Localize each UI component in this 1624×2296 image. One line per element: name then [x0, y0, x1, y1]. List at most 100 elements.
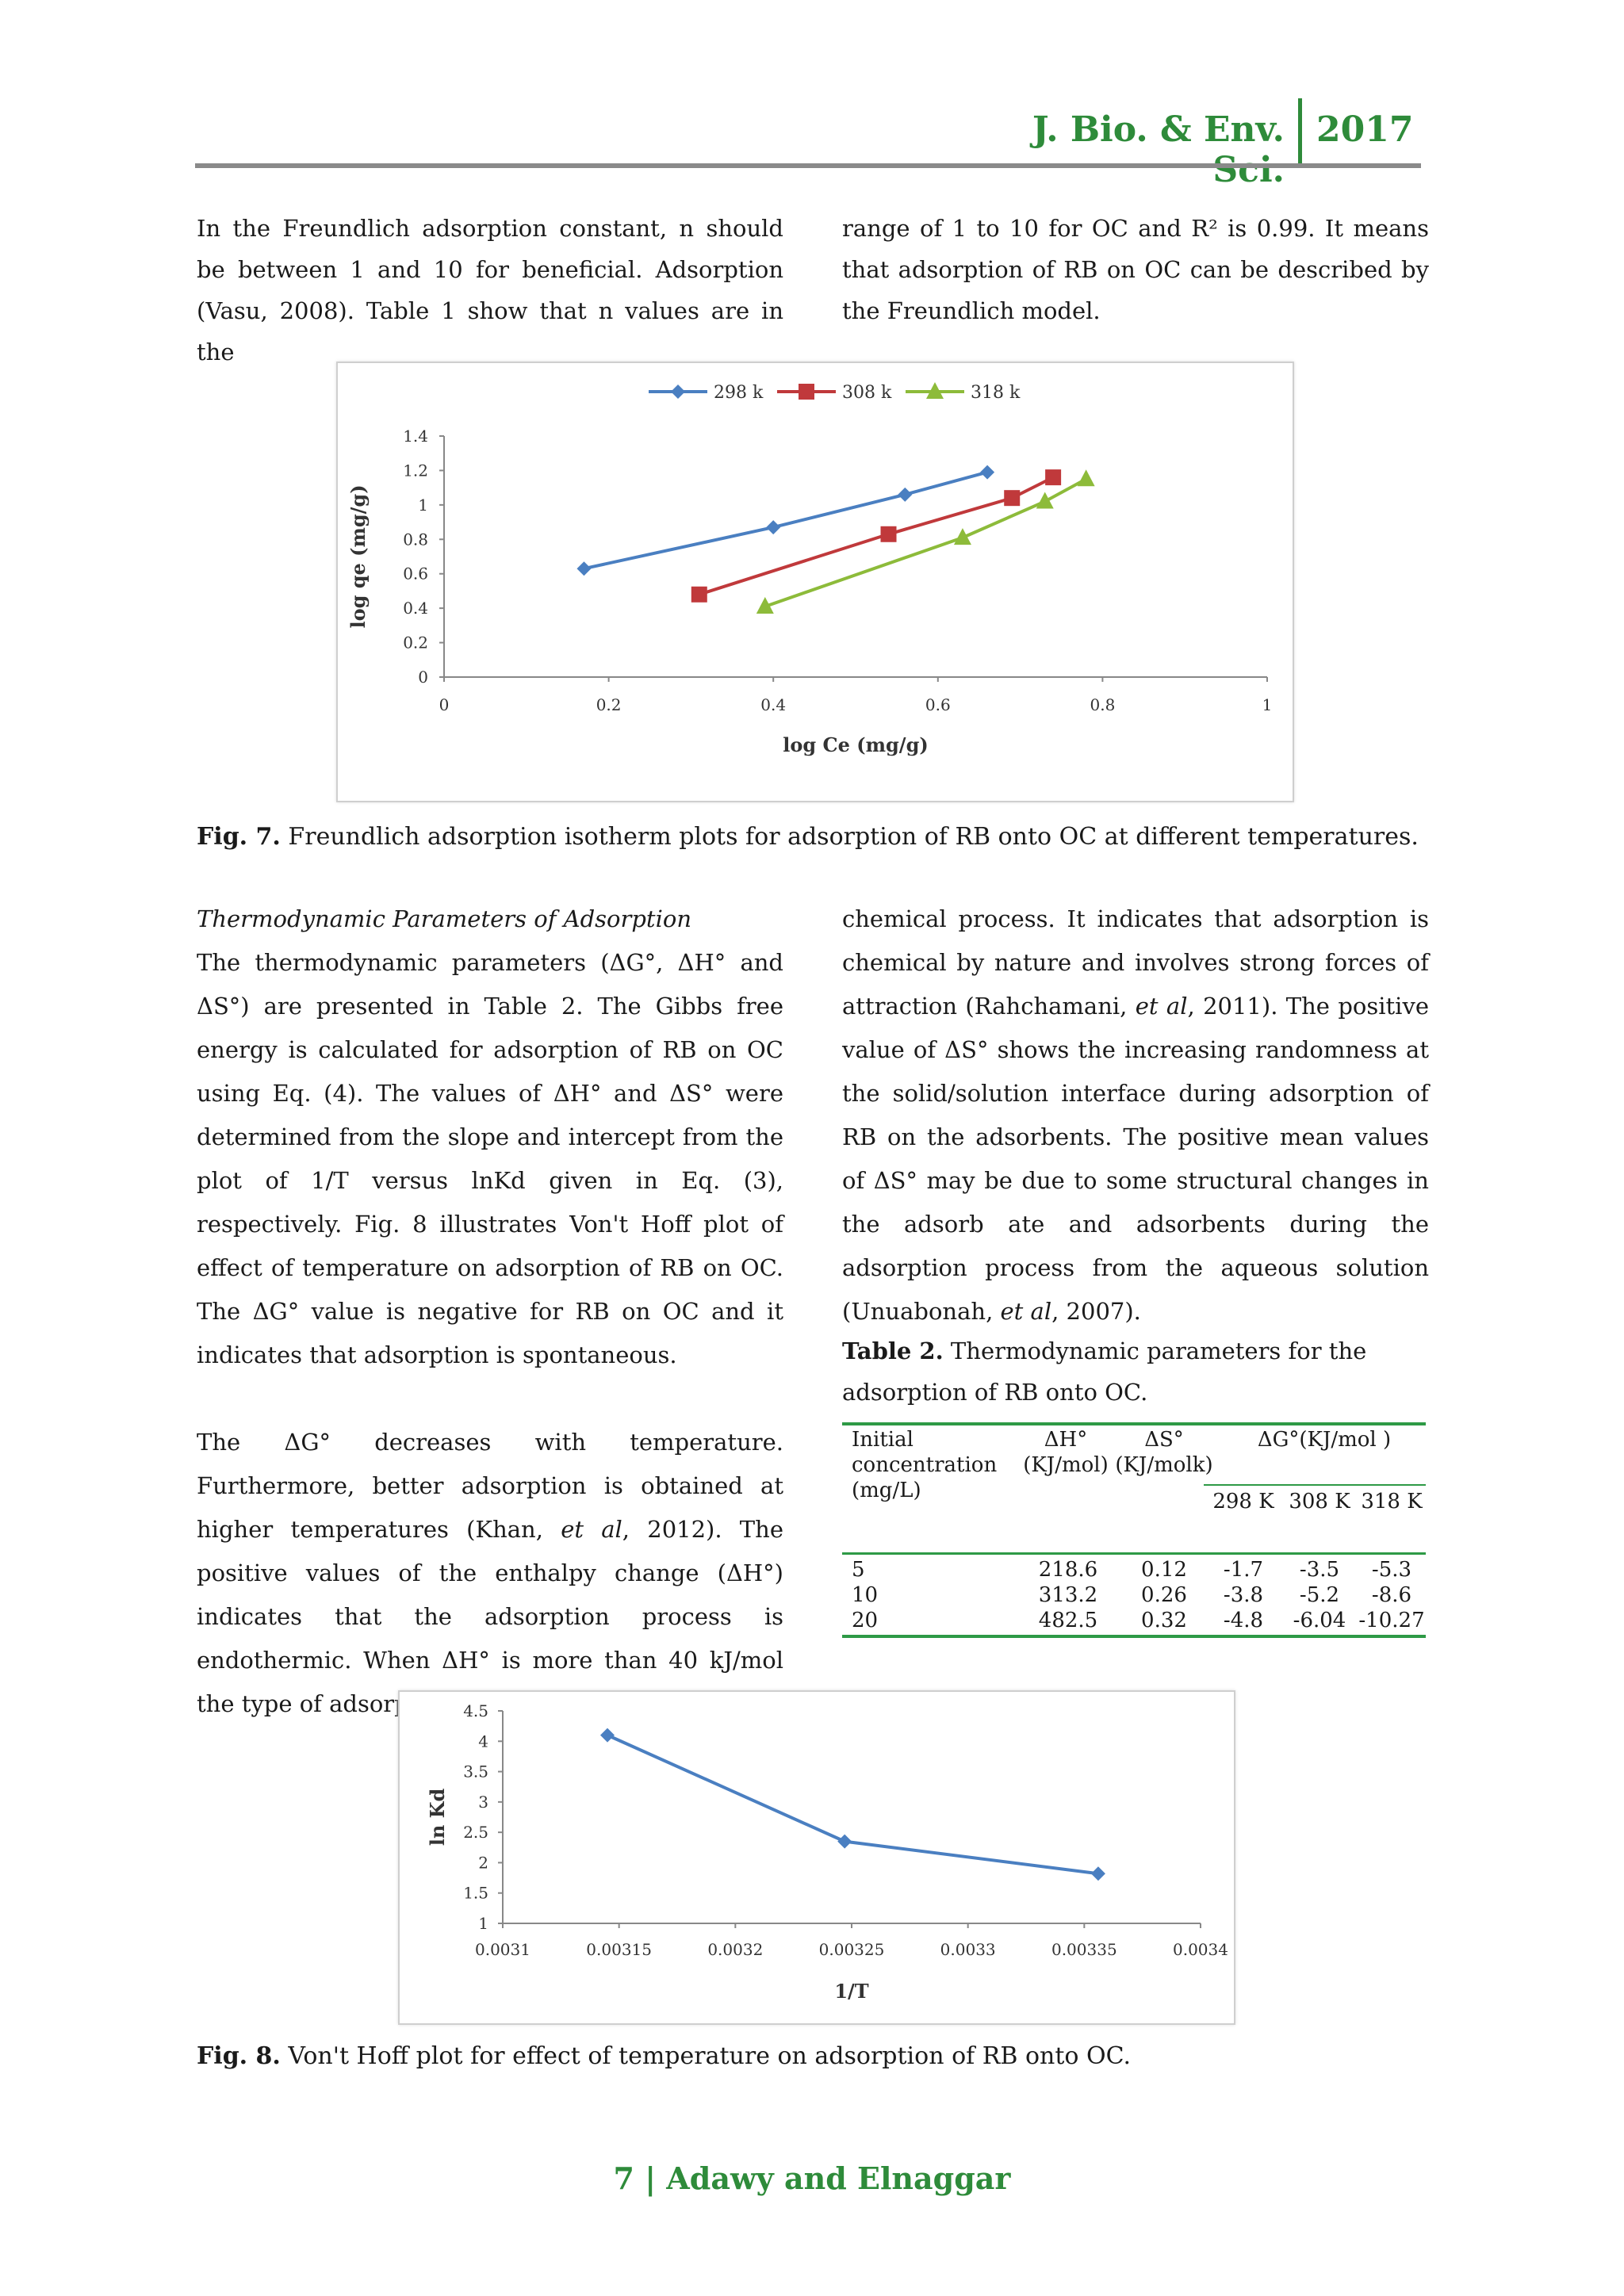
x-tick-label: 1: [1262, 695, 1273, 714]
x-tick-label: 0.00335: [1051, 1940, 1117, 1959]
x-axis-label: 1/T: [834, 1980, 868, 2003]
legend-marker: [799, 384, 814, 400]
th-318: 318 K: [1361, 1490, 1423, 1513]
data-point: [980, 465, 995, 480]
table-mid-rule: [842, 1552, 1426, 1555]
series-line-1: [607, 1733, 1099, 1876]
data-point: [837, 1834, 852, 1849]
th-dg: ΔG°(KJ/mol ): [1257, 1428, 1392, 1452]
x-tick-label: 0.00325: [819, 1940, 885, 1959]
y-axis-label: log qe (mg/g): [347, 484, 370, 628]
legend-label: 298 k: [714, 383, 764, 403]
left-p2-a: The ΔG° decreases with temperature. Furt…: [197, 1429, 783, 1543]
data-point: [880, 526, 897, 542]
header-separator: [1298, 98, 1302, 166]
dg-subrule: [1204, 1484, 1426, 1486]
th-initial: Initial: [852, 1428, 914, 1452]
x-tick-label: 0.0033: [940, 1940, 996, 1959]
y-tick-label: 1.5: [463, 1884, 488, 1903]
data-point: [576, 561, 592, 576]
left-column: Thermodynamic Parameters of Adsorption T…: [197, 897, 783, 1726]
legend-marker: [926, 382, 944, 399]
top-left-text: In the Freundlich adsorption constant, n…: [197, 215, 783, 365]
y-tick-label: 1: [478, 1914, 488, 1933]
th-298: 298 K: [1212, 1490, 1274, 1513]
y-tick-label: 2: [478, 1853, 488, 1872]
legend-label: 318 k: [971, 383, 1021, 403]
th-ds: ΔS°: [1144, 1428, 1184, 1452]
top-right-text: range of 1 to 10 for OC and R² is 0.99. …: [842, 215, 1429, 324]
y-tick-label: 4.5: [463, 1701, 488, 1720]
right-paragraph-1: chemical process. It indicates that adso…: [842, 897, 1429, 1334]
legend-label: 308 k: [842, 383, 892, 403]
th-308: 308 K: [1289, 1490, 1350, 1513]
th-dh-unit: (KJ/mol): [1023, 1453, 1109, 1477]
data-point: [898, 487, 913, 502]
data-point: [766, 520, 781, 535]
series-line-3: [764, 477, 1087, 608]
data-point: [1036, 492, 1054, 509]
right-p1-etal2: et al: [1000, 1298, 1052, 1325]
fig8-caption-text: Von't Hoff plot for effect of temperatur…: [280, 2042, 1131, 2070]
journal-year: 2017: [1316, 109, 1414, 150]
fig7-label: Fig. 7.: [197, 823, 281, 851]
data-point: [1045, 469, 1062, 486]
right-p1-etal: et al: [1135, 993, 1188, 1020]
y-tick-label: 0.6: [403, 564, 428, 584]
data-point: [1004, 490, 1021, 507]
fig8-svg: 0.0031 0.00315 0.0032 0.00325 0.0033 0.00335 0…: [426, 1701, 1228, 2003]
fig8-chart: 0.0031 0.00315 0.0032 0.00325 0.0033 0.00335 0…: [398, 1690, 1235, 2025]
top-right-paragraph: range of 1 to 10 for OC and R² is 0.99. …: [842, 208, 1429, 331]
left-p2-b: , 2012). The positive values of the enth…: [197, 1516, 783, 1717]
section-heading: Thermodynamic Parameters of Adsorption: [197, 905, 691, 932]
th-ds-unit: (KJ/molk): [1115, 1453, 1213, 1477]
th-unit: (mg/L): [852, 1479, 921, 1502]
x-tick-label: 0.0032: [707, 1940, 763, 1959]
y-axis-label: ln Kd: [426, 1789, 449, 1846]
right-column: chemical process. It indicates that adso…: [842, 897, 1429, 1334]
fig7-caption: Fig. 7. Freundlich adsorption isotherm p…: [197, 821, 1434, 853]
fig7-svg: 0 0.2 0.4 0.6 0.8 1 0 0.2 0.4 0.6 0.8 1 1.2 1.4 log Ce…: [347, 382, 1273, 756]
y-tick-label: 3: [478, 1793, 488, 1812]
x-tick-label: 0.00315: [586, 1940, 652, 1959]
th-concentration: concentration: [852, 1453, 998, 1477]
table-top-rule: [842, 1422, 1426, 1425]
header-rule: [195, 163, 1421, 168]
x-tick-label: 0: [439, 695, 450, 714]
left-paragraph-2: The ΔG° decreases with temperature. Furt…: [197, 1421, 783, 1726]
journal-title: J. Bio. & Env. Sci.: [1032, 109, 1285, 190]
x-tick-label: 0.4: [760, 695, 786, 714]
y-tick-label: 1.2: [403, 461, 428, 480]
y-tick-label: 3.5: [463, 1762, 488, 1781]
data-point: [756, 596, 774, 614]
y-tick-label: 0: [418, 668, 428, 687]
y-tick-label: 1.4: [403, 427, 428, 446]
x-tick-label: 0.0034: [1173, 1940, 1228, 1959]
y-tick-label: 0.8: [403, 530, 428, 549]
data-point: [953, 528, 971, 545]
y-tick-label: 1: [418, 496, 428, 515]
right-p1-b: , 2011). The positive value of ΔS° shows…: [842, 993, 1429, 1325]
series-line-2: [699, 476, 1055, 596]
y-tick-label: 0.4: [403, 599, 428, 618]
th-dh: ΔH°: [1044, 1428, 1088, 1452]
series-line-1: [584, 470, 988, 571]
y-tick-label: 2.5: [463, 1823, 488, 1842]
legend-marker: [671, 385, 685, 399]
page-footer: 7 | Adawy and Elnaggar: [613, 2160, 1011, 2196]
fig7-caption-text: Freundlich adsorption isotherm plots for…: [280, 823, 1419, 851]
data-point: [691, 586, 707, 603]
right-p1-c: , 2007).: [1051, 1298, 1141, 1325]
fig7-chart: 0 0.2 0.4 0.6 0.8 1 0 0.2 0.4 0.6 0.8 1 1.2 1.4 log Ce…: [336, 362, 1294, 802]
top-left-paragraph: In the Freundlich adsorption constant, n…: [197, 208, 783, 373]
table2-label: Table 2.: [842, 1337, 944, 1364]
table-bottom-rule: [842, 1635, 1426, 1638]
data-point: [600, 1728, 615, 1743]
table2-caption: Table 2. Thermodynamic parameters for th…: [842, 1330, 1429, 1413]
fig8-caption: Fig. 8. Von't Hoff plot for effect of te…: [197, 2041, 1434, 2072]
x-tick-label: 0.0031: [475, 1940, 530, 1959]
table2-caption-text: Thermodynamic parameters for the adsorpt…: [842, 1337, 1367, 1406]
x-tick-label: 0.8: [1090, 695, 1115, 714]
x-tick-label: 0.6: [925, 695, 951, 714]
data-point: [1090, 1866, 1105, 1881]
